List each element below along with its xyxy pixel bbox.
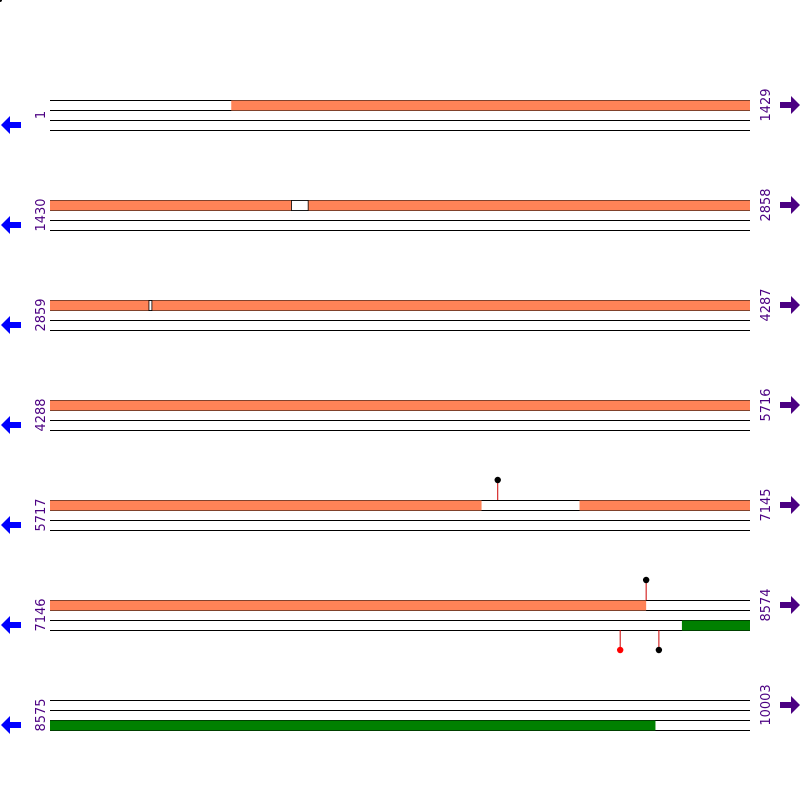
right-arrow-icon[interactable] bbox=[780, 496, 800, 514]
right-arrow-icon[interactable] bbox=[780, 596, 800, 614]
reverse-feature-bar bbox=[50, 720, 656, 731]
row-end-label: 8574 bbox=[759, 588, 774, 621]
forward-feature-bar bbox=[50, 200, 750, 211]
row-end-label: 4287 bbox=[759, 288, 774, 321]
row-end-label: 1429 bbox=[759, 88, 774, 121]
row-start-label: 7146 bbox=[34, 598, 49, 631]
site-marker[interactable] bbox=[616, 646, 624, 654]
corner-dot bbox=[0, 0, 2, 2]
row-end-label: 10003 bbox=[759, 684, 774, 725]
site-marker[interactable] bbox=[642, 576, 650, 584]
forward-feature-bar bbox=[579, 500, 750, 511]
right-arrow-icon[interactable] bbox=[780, 396, 800, 414]
row-start-label: 1 bbox=[34, 111, 49, 119]
row-end-label: 7145 bbox=[759, 488, 774, 521]
left-arrow-icon[interactable] bbox=[1, 216, 21, 234]
left-arrow-icon[interactable] bbox=[1, 416, 21, 434]
row-start-label: 1430 bbox=[34, 198, 49, 231]
left-arrow-icon[interactable] bbox=[1, 616, 21, 634]
left-arrow-icon[interactable] bbox=[1, 316, 21, 334]
forward-feature-bar bbox=[50, 600, 647, 611]
left-arrow-icon[interactable] bbox=[1, 716, 21, 734]
forward-feature-bar bbox=[50, 300, 750, 311]
reverse-feature-bar bbox=[681, 620, 750, 631]
left-arrow-icon[interactable] bbox=[1, 116, 21, 134]
forward-feature-bar bbox=[231, 100, 751, 111]
gap-box bbox=[291, 200, 309, 211]
gap-box bbox=[148, 300, 153, 311]
site-marker[interactable] bbox=[655, 646, 663, 654]
row-start-label: 2859 bbox=[34, 298, 49, 331]
right-arrow-icon[interactable] bbox=[780, 96, 800, 114]
row-end-label: 5716 bbox=[759, 388, 774, 421]
row-start-label: 5717 bbox=[34, 498, 49, 531]
forward-feature-bar bbox=[50, 500, 482, 511]
right-arrow-icon[interactable] bbox=[780, 696, 800, 714]
site-marker[interactable] bbox=[494, 476, 501, 484]
right-arrow-icon[interactable] bbox=[780, 196, 800, 214]
left-arrow-icon[interactable] bbox=[1, 516, 21, 534]
row-end-label: 2858 bbox=[759, 188, 774, 221]
forward-feature-bar bbox=[50, 400, 750, 411]
right-arrow-icon[interactable] bbox=[780, 296, 800, 314]
row-start-label: 4288 bbox=[34, 398, 49, 431]
row-start-label: 8575 bbox=[34, 698, 49, 731]
